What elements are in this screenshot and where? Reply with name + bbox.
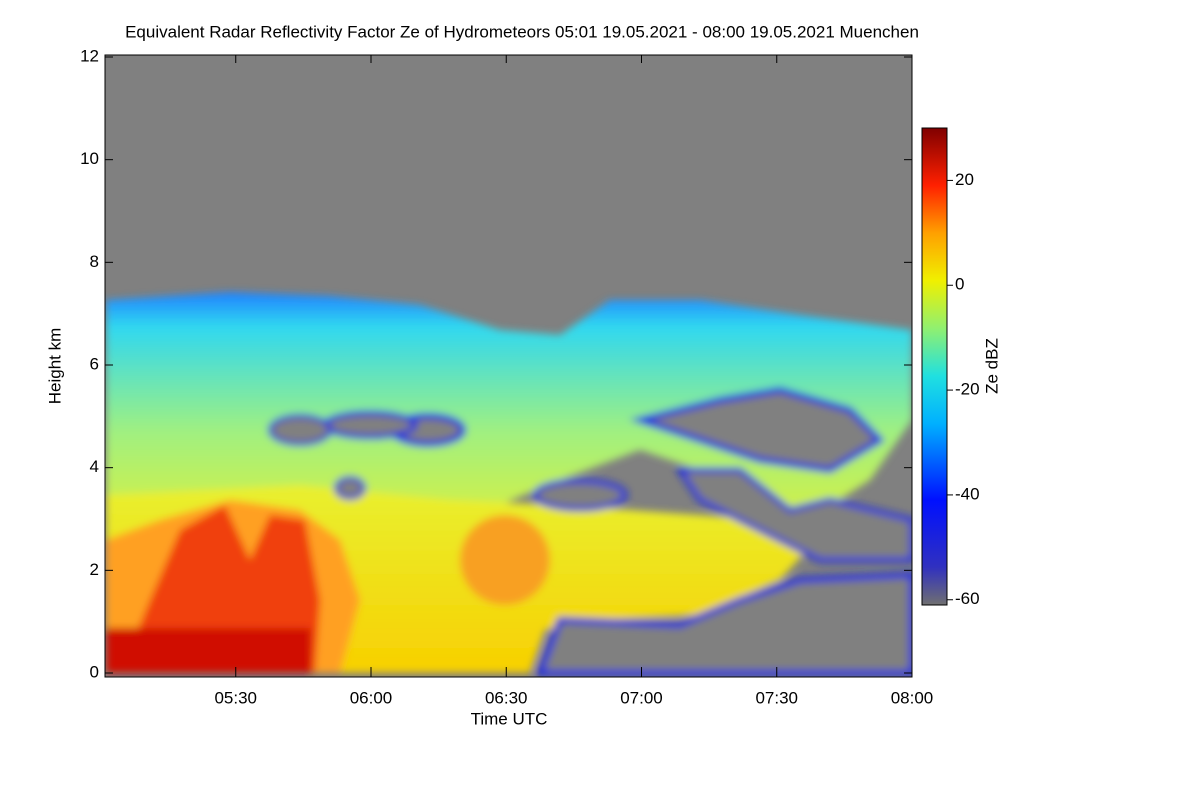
x-tick-label: 05:30 xyxy=(214,688,257,707)
x-axis-label: Time UTC xyxy=(471,709,548,728)
x-tick-label: 07:30 xyxy=(755,688,798,707)
reflectivity-field xyxy=(105,55,912,677)
y-tick-label: 8 xyxy=(90,252,99,271)
x-tick-label: 06:00 xyxy=(350,688,393,707)
y-tick-label: 2 xyxy=(90,560,99,579)
y-tick-label: 0 xyxy=(90,662,99,681)
colorbar-tick-label: -40 xyxy=(955,484,980,503)
colorbar-tick-label: -20 xyxy=(955,380,980,399)
x-tick-label: 07:00 xyxy=(620,688,663,707)
colorbar-label: Ze dBZ xyxy=(982,338,1001,394)
colorbar-tick-label: 0 xyxy=(955,275,964,294)
plot-frame xyxy=(104,54,913,678)
chart-title: Equivalent Radar Reflectivity Factor Ze … xyxy=(125,22,919,41)
x-tick-label: 08:00 xyxy=(891,688,934,707)
y-tick-label: 6 xyxy=(90,354,99,373)
colorbar-tick-label: 20 xyxy=(955,170,974,189)
colorbar-tick-label: -60 xyxy=(955,589,980,608)
y-axis-label: Height km xyxy=(45,328,64,405)
x-tick-label: 06:30 xyxy=(485,688,528,707)
y-tick-label: 4 xyxy=(90,457,99,476)
y-tick-label: 12 xyxy=(80,46,99,65)
colorbar xyxy=(921,127,948,606)
y-tick-label: 10 xyxy=(80,149,99,168)
